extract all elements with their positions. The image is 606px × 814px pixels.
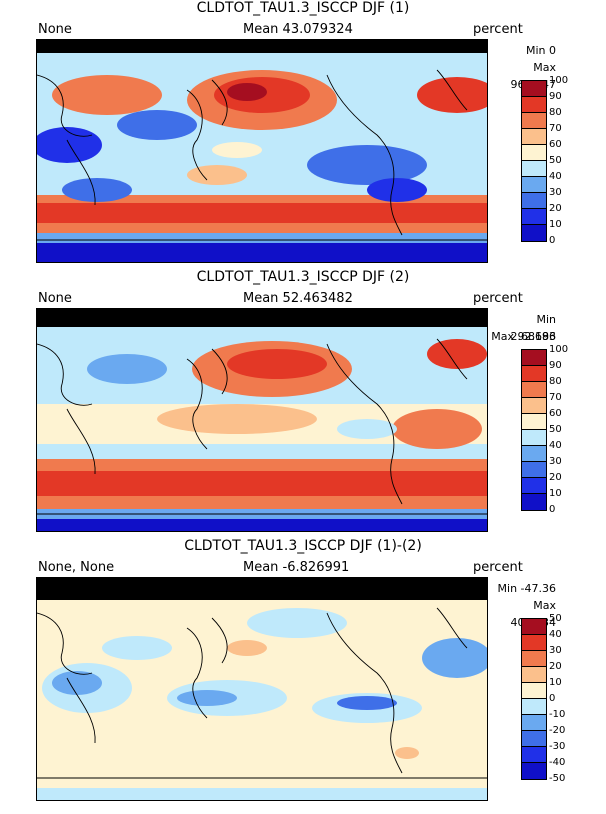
colorbar-box [522,350,546,366]
colorbar-label: 10 [549,677,562,688]
colorbar-label: -50 [549,773,566,784]
panel-left-label: None [38,22,72,37]
colorbar-box [522,651,546,667]
colorbar-label: 10 [549,488,562,499]
panel-1: CLDTOT_TAU1.3_ISCCP DJF (1) None Mean 43… [0,0,606,270]
colorbar-label: 20 [549,203,562,214]
panel-title: CLDTOT_TAU1.3_ISCCP DJF (2) [196,269,410,285]
colorbar-box [522,731,546,747]
colorbar-label: 0 [549,693,556,704]
colorbar-box [522,161,546,177]
colorbar-box [522,193,546,209]
colorbar-label: -40 [549,757,566,768]
colorbar-box [522,113,546,129]
colorbar-box [522,366,546,382]
colorbar-box [522,81,546,97]
panel-title: CLDTOT_TAU1.3_ISCCP DJF (1)-(2) [184,538,422,554]
colorbar-label: 70 [549,392,562,403]
colorbar-label: 20 [549,661,562,672]
panel-mean: Mean 52.463482 [243,291,353,306]
panel-max: Max 92.183 [491,330,556,343]
colorbar-box [522,763,546,779]
colorbar-label: 60 [549,408,562,419]
colorbar-box [522,414,546,430]
panel-units: percent [473,291,523,306]
colorbar-box [522,177,546,193]
colorbar-box [522,478,546,494]
colorbar-label: 10 [549,219,562,230]
colorbar-label: -10 [549,709,566,720]
panel-title: CLDTOT_TAU1.3_ISCCP DJF (1) [196,0,410,16]
colorbar-label: 50 [549,155,562,166]
colorbar-label: 90 [549,360,562,371]
colorbar-label: 50 [549,424,562,435]
colorbar-label: 30 [549,456,562,467]
colorbar-box [522,494,546,510]
colorbar-label: -20 [549,725,566,736]
colorbar-box [522,97,546,113]
colorbar-box [522,145,546,161]
panel-units: percent [473,560,523,575]
colorbar-box [522,430,546,446]
colorbar-box [522,635,546,651]
map-svg [37,309,487,531]
colorbar-label: 40 [549,440,562,451]
colorbar-label: 30 [549,645,562,656]
panel-mean: Mean 43.079324 [243,22,353,37]
colorbar-box [522,225,546,241]
panel-units: percent [473,22,523,37]
colorbar-box [522,699,546,715]
colorbar-box [522,209,546,225]
colorbar-label: 70 [549,123,562,134]
colorbar-label: 80 [549,107,562,118]
colorbar-box [522,667,546,683]
colorbar-box [522,129,546,145]
map-svg [37,40,487,262]
panel-mean: Mean -6.826991 [243,560,350,575]
colorbar-box [522,619,546,635]
colorbar [521,80,547,242]
world-map [36,39,488,263]
panel-2: CLDTOT_TAU1.3_ISCCP DJF (2) None Mean 52… [0,269,606,539]
panel-3: CLDTOT_TAU1.3_ISCCP DJF (1)-(2) None, No… [0,538,606,808]
colorbar-label: 50 [549,613,562,624]
colorbar-label: 100 [549,344,569,355]
colorbar-box [522,382,546,398]
panel-min: Min 0 [525,44,556,57]
colorbar-label: 0 [549,504,556,515]
colorbar-box [522,446,546,462]
colorbar-label: 80 [549,376,562,387]
map-svg [37,578,487,800]
colorbar-label: 100 [549,75,569,86]
colorbar-box [522,683,546,699]
colorbar-box [522,398,546,414]
colorbar-box [522,462,546,478]
colorbar-label: 60 [549,139,562,150]
panel-min: Min 2.68696 [510,313,557,343]
world-map [36,577,488,801]
panel-left-label: None, None [38,560,115,575]
colorbar-box [522,747,546,763]
colorbar-label: 90 [549,91,562,102]
colorbar-label: 40 [549,629,562,640]
colorbar-label: 20 [549,472,562,483]
colorbar-label: -30 [549,741,566,752]
colorbar-label: 30 [549,187,562,198]
colorbar-label: 0 [549,235,556,246]
colorbar [521,349,547,511]
panel-left-label: None [38,291,72,306]
colorbar-box [522,715,546,731]
colorbar [521,618,547,780]
panel-min: Min -47.36 [497,582,556,595]
world-map [36,308,488,532]
colorbar-label: 40 [549,171,562,182]
